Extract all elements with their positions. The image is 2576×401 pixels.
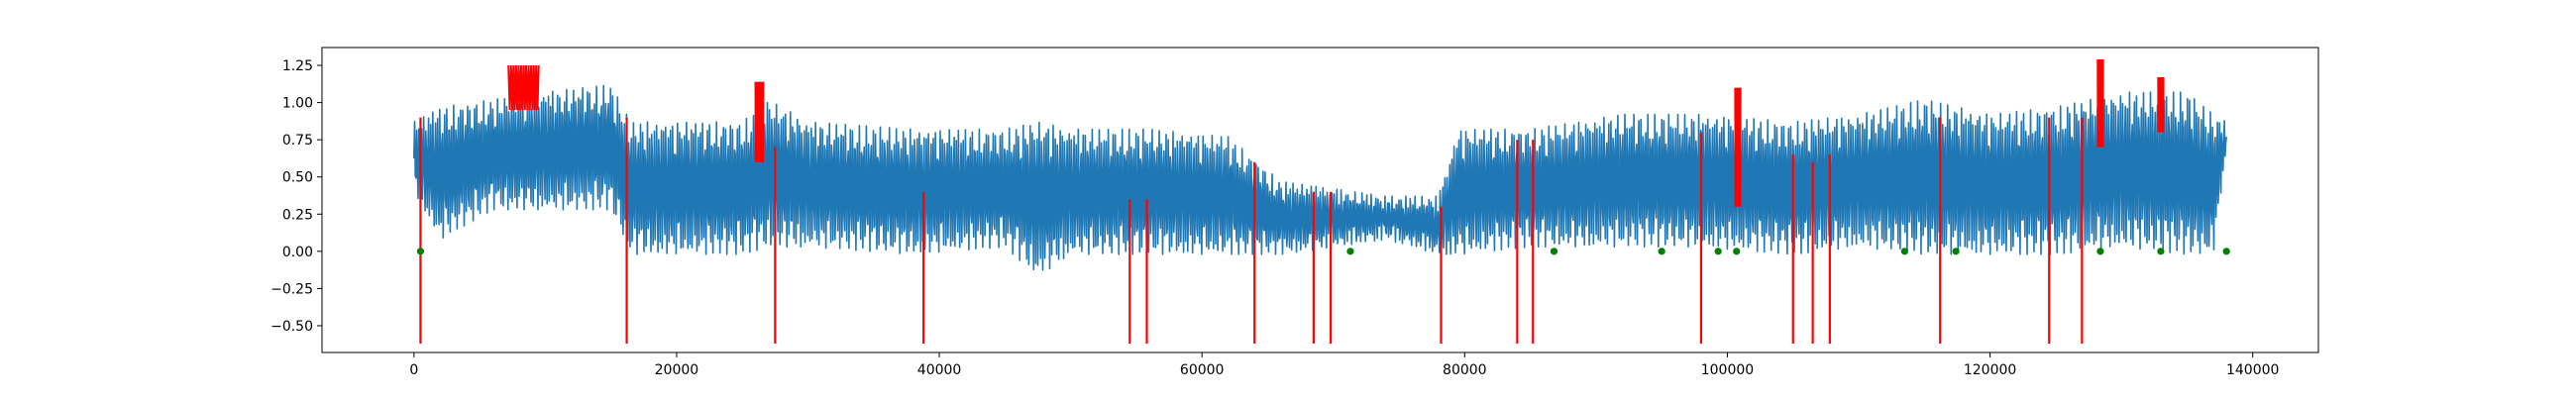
y-axis: −0.50 −0.25 0.00 0.25 0.50 0.75 1.00 1.25 bbox=[270, 58, 322, 335]
y-tick-label: 1.25 bbox=[282, 58, 313, 74]
y-tick-label: 0.75 bbox=[282, 133, 313, 149]
y-tick-label: 0.00 bbox=[282, 245, 313, 260]
zero-marker bbox=[1658, 248, 1665, 255]
zero-marker bbox=[1550, 248, 1558, 255]
zero-marker bbox=[1346, 248, 1354, 255]
highlight-segment bbox=[2096, 58, 2104, 148]
y-tick-label: 1.00 bbox=[282, 96, 313, 112]
x-tick-label: 80000 bbox=[1443, 362, 1487, 378]
x-tick-label: 140000 bbox=[2226, 362, 2279, 378]
x-tick-label: 100000 bbox=[1701, 362, 1754, 378]
zero-marker bbox=[1733, 248, 1741, 255]
x-tick-label: 120000 bbox=[1964, 362, 2016, 378]
zero-marker bbox=[416, 248, 425, 255]
series-layer bbox=[413, 84, 2227, 271]
y-tick-label: 0.25 bbox=[282, 207, 313, 223]
zero-marker bbox=[2222, 248, 2230, 255]
highlight-segment bbox=[2157, 76, 2165, 133]
x-tick-label: 60000 bbox=[1180, 362, 1225, 378]
zero-marker-layer bbox=[416, 248, 2230, 255]
x-tick-label: 20000 bbox=[655, 362, 699, 378]
zero-marker bbox=[1714, 248, 1722, 255]
zero-marker bbox=[2096, 248, 2104, 255]
y-tick-label: −0.25 bbox=[270, 281, 313, 297]
anomaly-spike-layer bbox=[419, 58, 2165, 344]
y-tick-label: −0.50 bbox=[270, 319, 313, 335]
y-tick-label: 0.50 bbox=[282, 170, 313, 186]
x-tick-label: 40000 bbox=[917, 362, 962, 378]
zero-marker bbox=[1900, 248, 1909, 255]
x-axis: 0 20000 40000 60000 80000 100000 120000 140000 bbox=[409, 352, 2279, 378]
x-tick-label: 0 bbox=[409, 362, 418, 378]
zero-marker bbox=[2157, 248, 2165, 255]
highlight-segment bbox=[1734, 87, 1742, 207]
signal-series-line bbox=[413, 84, 2227, 271]
plot-frame bbox=[321, 47, 2319, 353]
highlight-segment bbox=[754, 81, 765, 162]
zero-marker bbox=[1952, 248, 1960, 255]
highlight-segment bbox=[507, 64, 540, 111]
